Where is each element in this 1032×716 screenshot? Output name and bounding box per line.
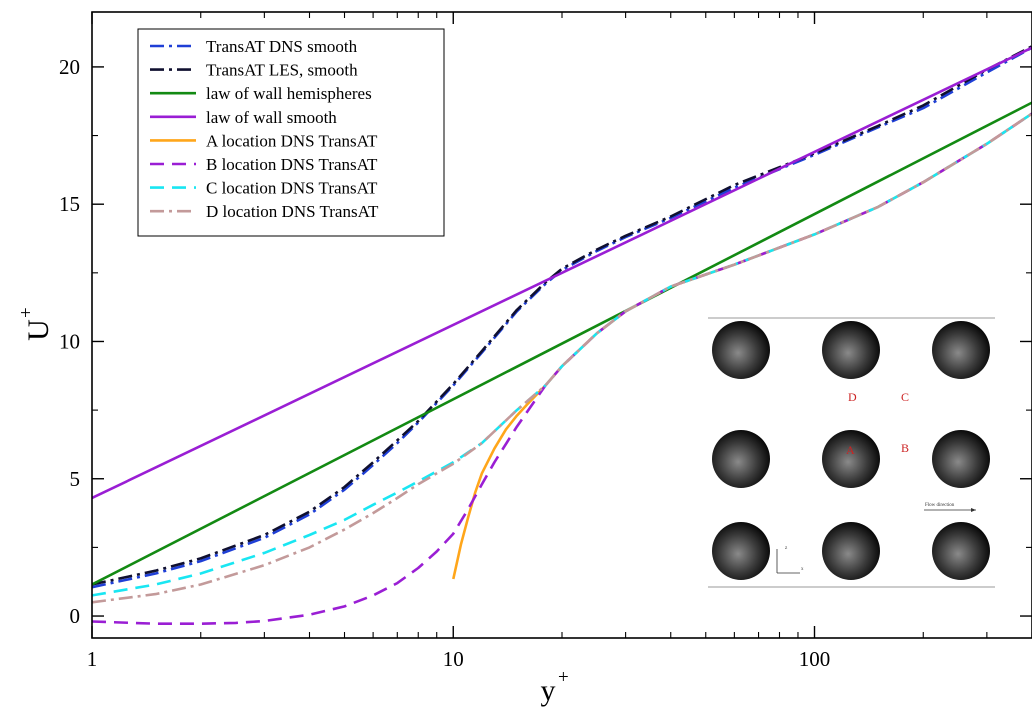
legend-label-b-location-dns-transat: B location DNS TransAT xyxy=(206,155,378,174)
y-tick-label: 20 xyxy=(59,55,80,79)
legend-label-c-location-dns-transat: C location DNS TransAT xyxy=(206,179,378,198)
x-axis-title: y xyxy=(541,674,556,707)
legend-box xyxy=(137,28,445,237)
hemisphere xyxy=(822,430,880,488)
ticks-layer: 1 10 100 0 5 10 15 20 xyxy=(59,12,1032,671)
x-axis-title-sup: + xyxy=(558,667,569,688)
y-tick-label: 15 xyxy=(59,192,80,216)
y-tick-label: 10 xyxy=(59,329,80,353)
hemisphere xyxy=(932,522,990,580)
inset-flow-label: Flow direction xyxy=(925,503,955,508)
inset-axis-z-label: z xyxy=(785,546,788,551)
inset-axis-x-label: x xyxy=(801,567,804,572)
y-tick-label: 0 xyxy=(70,604,81,628)
hemisphere xyxy=(822,522,880,580)
series-line-law-of-wall-hemispheres xyxy=(92,101,1032,586)
legend-label-a-location-dns-transat: A location DNS TransAT xyxy=(206,131,378,150)
y-axis-title: U xyxy=(22,319,55,341)
legend-label-transat-les-smooth: TransAT LES, smooth xyxy=(206,61,358,80)
hemisphere xyxy=(932,430,990,488)
legend-label-law-of-wall-smooth: law of wall smooth xyxy=(206,108,337,127)
y-tick-label: 5 xyxy=(70,467,81,491)
inset-label-c: C xyxy=(901,390,909,404)
inset-label-b: B xyxy=(901,441,909,455)
x-tick-label: 1 xyxy=(87,647,98,671)
legend-label-d-location-dns-transat: D location DNS TransAT xyxy=(206,202,379,221)
series-line-law-of-wall-smooth xyxy=(92,46,1032,500)
hemisphere xyxy=(932,321,990,379)
inset-image: D C A B Flow direction z x xyxy=(708,317,995,588)
hemisphere xyxy=(712,522,770,580)
series-line-transat-les-smooth xyxy=(92,45,1032,586)
series-line-d-location-dns-transat xyxy=(92,112,1032,604)
hemisphere xyxy=(712,430,770,488)
inset-label-a: A xyxy=(846,443,855,457)
hemisphere xyxy=(712,321,770,379)
x-tick-label: 100 xyxy=(799,647,831,671)
series-layer xyxy=(92,45,1032,626)
x-tick-label: 10 xyxy=(443,647,464,671)
flow-arrowhead xyxy=(971,508,976,512)
legend: TransAT DNS smooth TransAT LES, smooth law… xyxy=(137,28,445,237)
inset-label-d: D xyxy=(848,390,857,404)
legend-label-law-of-wall-hemispheres: law of wall hemispheres xyxy=(206,84,372,103)
legend-label-transat-dns-smooth: TransAT DNS smooth xyxy=(206,37,358,56)
y-axis-title-sup: + xyxy=(16,307,37,318)
hemisphere xyxy=(822,321,880,379)
